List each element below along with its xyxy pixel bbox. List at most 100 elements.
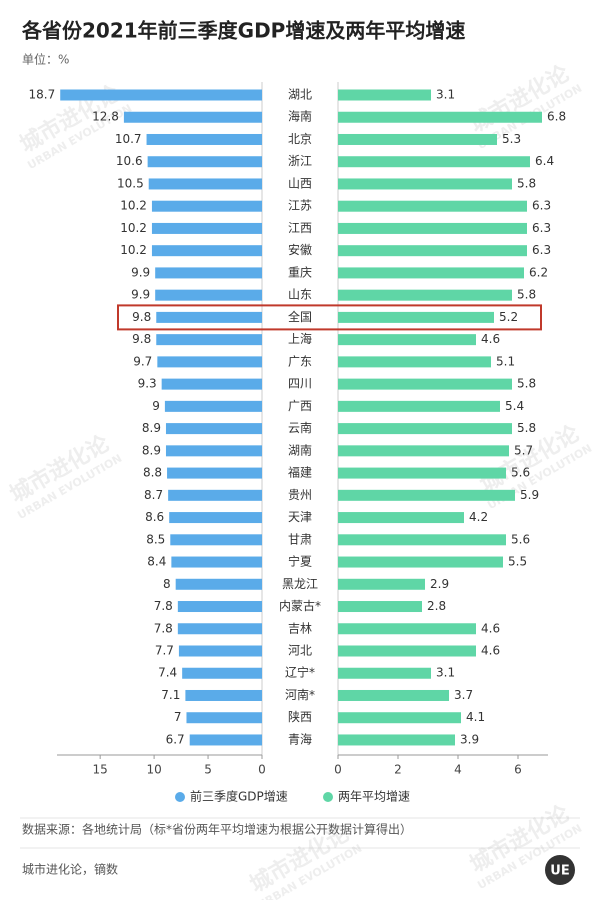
- bar: [177, 601, 262, 613]
- legend-label: 两年平均增速: [338, 790, 410, 804]
- value-label: 7.1: [161, 688, 180, 702]
- value-label: 5.4: [505, 399, 524, 413]
- bar: [338, 245, 527, 257]
- category-label: 贵州: [288, 488, 312, 502]
- value-label: 6.4: [535, 154, 554, 168]
- x-tick-label: 0: [334, 763, 342, 777]
- bar: [338, 133, 497, 145]
- bar: [156, 311, 262, 323]
- logo: UE: [550, 864, 569, 879]
- bar: [189, 734, 262, 746]
- category-label: 陕西: [288, 709, 312, 724]
- value-label: 6.7: [166, 732, 185, 746]
- bar: [147, 156, 262, 168]
- category-label: 甘肃: [288, 532, 312, 546]
- bar: [338, 623, 476, 635]
- value-label: 4.6: [481, 644, 500, 658]
- value-label: 5.3: [502, 132, 521, 146]
- value-label: 6.3: [532, 199, 551, 213]
- value-label: 9.9: [131, 265, 150, 279]
- bar: [157, 356, 262, 368]
- bar: [178, 645, 262, 657]
- bar: [164, 400, 262, 412]
- category-label: 江苏: [288, 199, 312, 213]
- value-label: 3.7: [454, 688, 473, 702]
- category-label: 福建: [288, 465, 312, 480]
- value-label: 6.2: [529, 265, 548, 279]
- category-label: 海南: [288, 109, 312, 124]
- category-label: 浙江: [288, 154, 312, 168]
- bar: [167, 467, 262, 479]
- x-tick-label: 10: [146, 763, 161, 777]
- bar: [338, 467, 506, 479]
- bar: [169, 512, 262, 524]
- credit: 城市进化论，镝数: [22, 862, 118, 877]
- bar: [148, 178, 262, 190]
- bar: [155, 289, 262, 301]
- value-label: 10.5: [117, 176, 144, 190]
- value-label: 8.4: [147, 555, 166, 569]
- bar: [338, 578, 425, 590]
- bar: [156, 334, 262, 346]
- value-label: 2.9: [430, 577, 449, 591]
- value-label: 5.8: [517, 176, 536, 190]
- x-tick-label: 4: [454, 763, 462, 777]
- value-label: 5.2: [499, 310, 518, 324]
- value-label: 8: [163, 577, 171, 591]
- category-label: 广西: [288, 399, 312, 413]
- value-label: 9.3: [138, 377, 157, 391]
- bar: [338, 200, 527, 212]
- chart-title: 各省份2021年前三季度GDP增速及两年平均增速: [21, 19, 465, 43]
- category-label: 江西: [288, 221, 312, 235]
- bar: [186, 712, 262, 724]
- category-label: 湖南: [288, 442, 312, 457]
- bar: [146, 133, 262, 145]
- bar: [338, 289, 512, 301]
- value-label: 5.8: [517, 377, 536, 391]
- bar: [338, 178, 512, 190]
- value-label: 8.6: [145, 510, 164, 524]
- category-label: 上海: [288, 331, 312, 346]
- bar: [182, 667, 262, 679]
- category-label: 宁夏: [288, 554, 312, 569]
- bar: [338, 489, 515, 501]
- category-label: 河南*: [285, 687, 315, 702]
- value-label: 2.8: [427, 599, 446, 613]
- bar: [151, 245, 262, 257]
- value-label: 7.4: [158, 666, 177, 680]
- value-label: 7.8: [154, 621, 173, 635]
- category-label: 云南: [288, 420, 312, 435]
- bar: [338, 645, 476, 657]
- bar: [338, 667, 431, 679]
- bar: [338, 601, 422, 613]
- legend-label: 前三季度GDP增速: [190, 789, 288, 804]
- value-label: 4.1: [466, 710, 485, 724]
- category-label: 内蒙古*: [279, 598, 321, 613]
- category-label: 山东: [288, 288, 312, 302]
- value-label: 5.8: [517, 288, 536, 302]
- category-label: 黑龙江: [282, 577, 318, 591]
- bar: [171, 556, 262, 568]
- x-tick-label: 5: [204, 763, 212, 777]
- bar: [177, 623, 262, 635]
- bar: [338, 734, 455, 746]
- value-label: 7.7: [155, 644, 174, 658]
- category-label: 吉林: [288, 621, 312, 635]
- value-label: 7.8: [154, 599, 173, 613]
- bar: [338, 512, 464, 524]
- value-label: 5.1: [496, 354, 515, 368]
- bar: [175, 578, 262, 590]
- bar: [185, 689, 262, 701]
- bar: [338, 689, 449, 701]
- source-note: 数据来源：各地统计局（标*省份两年平均增速为根据公开数据计算得出）: [22, 822, 412, 837]
- bar: [338, 311, 494, 323]
- bar: [338, 334, 476, 346]
- bar: [338, 712, 461, 724]
- legend-swatch: [323, 792, 333, 802]
- value-label: 5.5: [508, 555, 527, 569]
- value-label: 5.8: [517, 421, 536, 435]
- bar: [151, 200, 262, 212]
- x-tick-label: 6: [514, 763, 522, 777]
- value-label: 3.9: [460, 732, 479, 746]
